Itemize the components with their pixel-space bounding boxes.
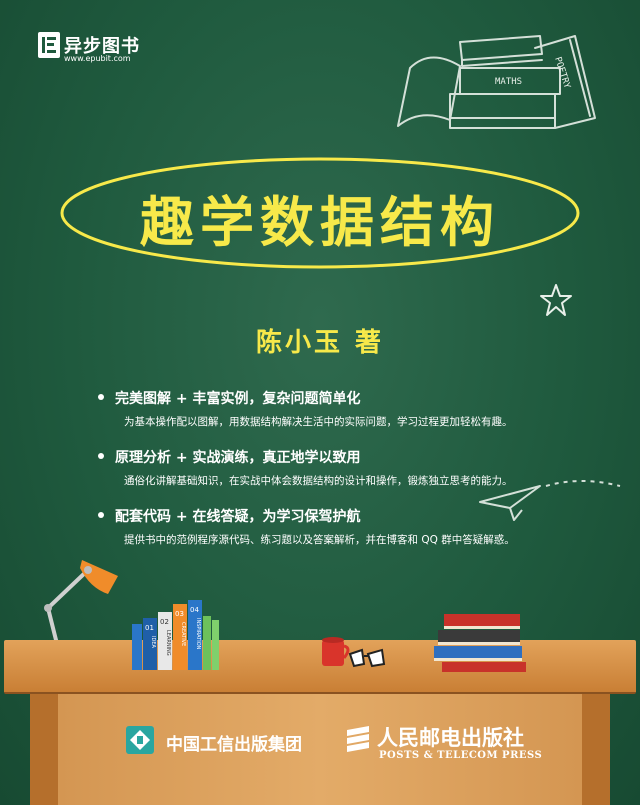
shelf-book-word: IDEA (150, 636, 156, 648)
paper-plane-doodle (479, 480, 621, 521)
book-author: 陈小玉 著 (255, 328, 385, 358)
cite-group-logo-icon (126, 726, 154, 754)
feature-list: 完美图解 + 丰富实例，复杂问题简单化 为基本操作配以图解，用数据结构解决生活中… (98, 388, 610, 565)
feature-title: 配套代码 + 在线答疑，为学习保驾护航 (115, 509, 361, 525)
shelf-book-number: 02 (160, 618, 169, 626)
chalk-book-label-maths: MATHS (495, 77, 522, 87)
stacked-books-icon (434, 614, 526, 672)
desk-leg-right (582, 692, 610, 805)
chalk-book-label-poetry: POETRY (552, 56, 572, 91)
shelf-book-number: 01 (145, 624, 154, 632)
feature-item: 原理分析 + 实战演练，真正地学以致用 通俗化讲解基础知识，在实战中体会数据结构… (98, 447, 610, 488)
chalk-star-doodle (540, 284, 572, 316)
publisher-group-name: 中国工信出版集团 (166, 735, 302, 755)
feature-description: 通俗化讲解基础知识，在实战中体会数据结构的设计和操作，锻炼独立思考的能力。 (124, 475, 513, 487)
feature-title: 原理分析 + 实战演练，真正地学以致用 (115, 450, 361, 466)
feature-title: 完美图解 + 丰富实例，复杂问题简单化 (115, 391, 361, 407)
feature-item: 完美图解 + 丰富实例，复杂问题简单化 为基本操作配以图解，用数据结构解决生活中… (98, 388, 610, 429)
desk-top (4, 640, 636, 694)
feature-item: 配套代码 + 在线答疑，为学习保驾护航 提供书中的范例程序源代码、练习题以及答案… (98, 506, 610, 547)
shelf-book-number: 03 (175, 610, 184, 618)
publisher-logo-url: www.epubit.com (64, 54, 131, 63)
book-title: 趣学数据结构 (140, 191, 500, 254)
publisher-press-name: 人民邮电出版社 (377, 725, 524, 750)
shelf-book-number: 04 (190, 606, 199, 614)
epubit-logo-icon (38, 32, 60, 58)
desk-leg-left (30, 692, 58, 805)
shelf-book-word: LEARNING (165, 630, 171, 656)
shelf-book-word: INSPIRATION (195, 618, 201, 650)
shelf-book-word: CREATIVE (180, 622, 186, 646)
publisher-press-english-name: POSTS & TELECOM PRESS (379, 750, 543, 761)
bullet-dot-icon (98, 394, 104, 400)
publisher-logo-name: 异步图书 (64, 36, 140, 57)
bullet-dot-icon (98, 512, 104, 518)
ptpress-logo-icon (347, 726, 369, 752)
feature-description: 提供书中的范例程序源代码、练习题以及答案解析，并在博客和 QQ 群中答疑解惑。 (124, 534, 515, 546)
feature-description: 为基本操作配以图解，用数据结构解决生活中的实际问题，学习过程更加轻松有趣。 (124, 416, 513, 428)
bullet-dot-icon (98, 453, 104, 459)
upright-books-icon: 01 02 03 04 IDEA LEARNING CREATIVE INSPI… (132, 600, 219, 670)
chalk-books-doodle: MATHS POETRY (397, 35, 596, 129)
cup-and-glasses-icon (322, 637, 386, 668)
title-oval-frame (60, 157, 580, 269)
